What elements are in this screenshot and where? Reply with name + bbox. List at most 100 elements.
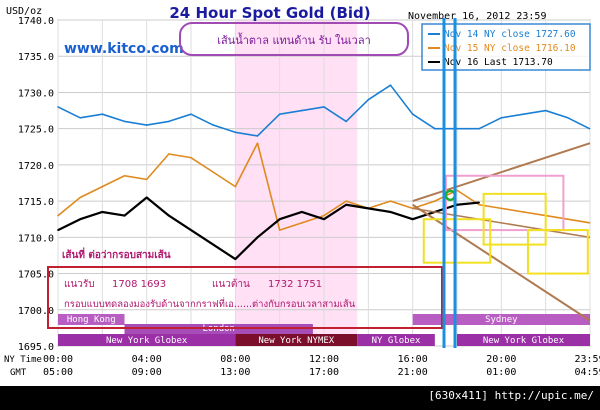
series-point [256, 236, 259, 239]
series-point [168, 153, 170, 155]
session-bar [58, 334, 236, 346]
series-point [301, 109, 303, 112]
support-values: 1708 1693 [112, 279, 166, 290]
yellow-box-2 [482, 192, 547, 246]
session-bar [457, 334, 590, 346]
y-tick-label: 1710.0 [18, 233, 54, 244]
trend-label: เส้นน้ำตาล แทนด้าน รับ ในเวลา [217, 32, 371, 47]
series-point [323, 106, 325, 108]
series-point [212, 171, 214, 173]
bottom-note: กรอบแบบทดลองมองรับด้านจากกราฟที่เอ......… [64, 297, 356, 310]
series-point [389, 200, 392, 202]
series-point [411, 218, 414, 221]
series-point [123, 120, 126, 123]
series-point [256, 135, 259, 137]
highlight-zone [235, 20, 358, 346]
trend-line-lower [412, 203, 591, 322]
series-point [57, 229, 59, 231]
series-point [456, 189, 458, 192]
y-tick-label: 1730.0 [18, 88, 54, 99]
series-point [323, 214, 325, 217]
session-bar [357, 334, 435, 346]
legend-entry: Nov 15 NY close 1716.10 [444, 43, 576, 54]
date-label: November 16, 2012 23:59 [408, 11, 546, 22]
ny-time-label: NY Time [4, 355, 42, 365]
drawing-overlays [412, 142, 591, 322]
y-tick-label: 1695.0 [18, 342, 54, 353]
series-point [522, 211, 525, 213]
annotation-box [47, 266, 443, 329]
x-tick-label-ny: 00:00 [43, 354, 73, 365]
y-axis-ticks: 1740.0 1735.0 1730.0 1725.0 1720.0 1715.0 1710… [18, 16, 54, 353]
x-tick-label-gmt: 13:00 [220, 367, 250, 378]
series-point [101, 211, 104, 213]
gmt-label: GMT [10, 368, 27, 378]
session-bar [58, 314, 125, 325]
y-tick-label: 1705.0 [18, 270, 54, 281]
series-point [345, 120, 347, 123]
x-tick-label-ny: 04:00 [132, 354, 162, 365]
x-tick-label-ny: 08:00 [220, 354, 250, 365]
series-point [79, 117, 81, 119]
series-layer [57, 84, 591, 261]
footer-text: [630x411] http://upic.me/ [428, 389, 594, 402]
series-point [567, 218, 569, 221]
series-point [123, 174, 126, 177]
series-point [123, 214, 126, 217]
series-point [478, 203, 480, 206]
series-point [434, 127, 436, 130]
y-tick-label: 1720.0 [18, 161, 54, 172]
resistance-label: แนวต้าน [212, 278, 250, 290]
y-tick-label: 1725.0 [18, 125, 54, 136]
series-point [478, 127, 480, 130]
series-point [101, 185, 104, 188]
y-tick-label: 1715.0 [18, 197, 54, 208]
session-bar [235, 334, 358, 346]
legend-entry: Nov 16 Last 1713.70 [444, 57, 553, 68]
series-point [190, 229, 192, 231]
series-point [168, 120, 170, 123]
y-tick-label: 1735.0 [18, 52, 54, 63]
pink-box [444, 174, 565, 232]
series-point [345, 200, 347, 202]
series-point [478, 201, 480, 204]
x-tick-label-ny: 20:00 [486, 354, 516, 365]
series-point [278, 218, 281, 221]
series-point [367, 98, 370, 101]
series-point [57, 106, 59, 108]
series-point [588, 222, 591, 224]
x-tick-label-gmt: 05:00 [43, 367, 73, 378]
footer-bar [0, 386, 600, 410]
website-label: www.kitco.com [64, 41, 184, 57]
series-point [456, 203, 458, 206]
trend-line-mid [412, 207, 591, 239]
x-tick-label-gmt: 09:00 [132, 367, 162, 378]
session-label: New York Globex [106, 336, 188, 346]
series-point [234, 185, 237, 188]
series-point [145, 178, 148, 181]
series-point [234, 131, 237, 134]
session-label: Sydney [485, 315, 518, 325]
series-point [168, 214, 170, 217]
series-point [212, 243, 214, 246]
series-point [79, 196, 81, 199]
series-point [456, 127, 458, 130]
series-point [256, 142, 259, 144]
series-point [389, 84, 392, 86]
series-point [522, 113, 525, 115]
x-tick-label-gmt: 17:00 [309, 367, 339, 378]
x-tick-label-ny: 23:59 [575, 354, 600, 365]
series-point [145, 196, 148, 199]
x-axis-ticks: 00:00 04:00 08:00 12:00 16:00 20:00 23:59 05:00… [43, 354, 600, 378]
series-point [278, 229, 281, 231]
series-point [544, 109, 547, 112]
y-axis-label: USD/oz [6, 6, 42, 17]
series-point [190, 113, 192, 115]
series-point [345, 203, 347, 206]
series-point [588, 127, 591, 130]
series-point [500, 207, 503, 210]
x-tick-label-ny: 16:00 [398, 354, 428, 365]
yellow-box-3 [526, 229, 589, 275]
trend-label-box [179, 22, 409, 56]
series-point [500, 117, 503, 119]
